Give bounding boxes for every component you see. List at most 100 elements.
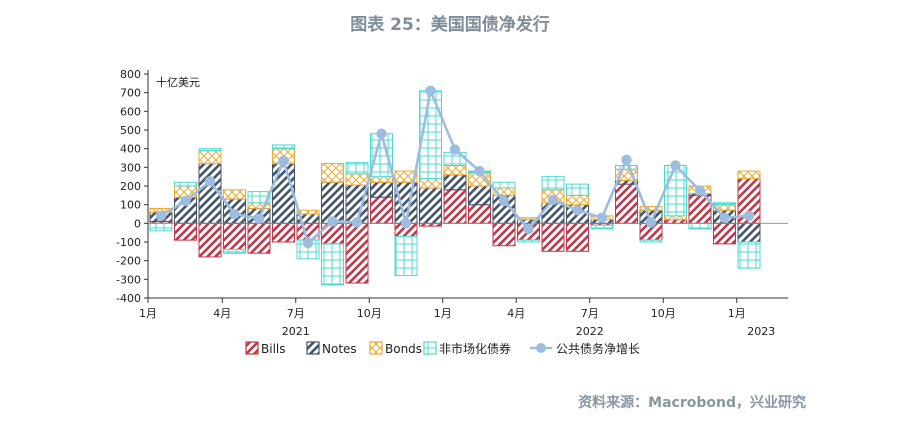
bar-segment (615, 183, 638, 224)
bar-segment (223, 222, 246, 250)
line-point (425, 85, 436, 97)
y-tick-label: 700 (120, 87, 141, 100)
y-tick-label: 100 (120, 199, 141, 212)
line-point (327, 216, 338, 227)
line-point (719, 212, 730, 223)
bar-segment (664, 219, 687, 224)
bar-segment (737, 170, 761, 180)
line-point (229, 208, 240, 220)
x-tick-label: 1月 (434, 307, 452, 320)
x-tick-label: 4月 (213, 307, 231, 320)
line-point (670, 160, 681, 171)
bar-segment (468, 204, 491, 224)
line-point (596, 212, 608, 223)
line-point (645, 217, 657, 228)
y-tick-label: 300 (120, 161, 141, 174)
bar-segment (370, 176, 393, 183)
y-tick-label: -100 (116, 236, 141, 249)
y-unit-label: 十亿美元 (156, 75, 200, 89)
bar-segment (247, 222, 271, 254)
bar-segment (174, 181, 197, 187)
bar-segment (541, 176, 565, 191)
bar-segment (566, 183, 589, 196)
bar-segment (272, 144, 295, 150)
legend-swatch (245, 341, 259, 355)
line-point (278, 155, 289, 166)
line-point (376, 128, 387, 139)
line-point (253, 213, 265, 224)
line-point (449, 144, 461, 155)
bar-segment (737, 241, 761, 269)
bar-segment (321, 163, 344, 183)
line-point (743, 210, 755, 222)
chart-svg: 800 700 600 500 400 300 200 100 0 -100 -200 -300 -40… (116, 68, 788, 356)
bar-segment (517, 217, 540, 221)
line-point (498, 195, 510, 207)
bar-segment (566, 222, 589, 252)
bar-segment (370, 133, 393, 178)
bar-segment (492, 181, 516, 189)
line-point (523, 223, 534, 235)
bar-segment (247, 191, 271, 204)
line-point (400, 218, 412, 229)
bar-segment (370, 181, 393, 198)
y-tick-label: 600 (120, 105, 141, 118)
line-point (621, 154, 632, 166)
legend-label: 非市场化债券 (439, 341, 511, 356)
bar-segment (223, 189, 246, 200)
bar-segment (713, 222, 736, 245)
y-tick-label: -400 (116, 292, 141, 305)
bar-segment (688, 222, 712, 230)
legend-label: Notes (322, 342, 357, 356)
bar-segment (541, 202, 565, 224)
line-point (180, 195, 191, 207)
x-year-label: 2021 (282, 325, 310, 338)
bar-segment (566, 194, 589, 206)
bar-segment (198, 150, 222, 165)
y-tick-label: 500 (120, 124, 141, 137)
bar-segment (223, 248, 246, 254)
legend-label: Bills (261, 342, 286, 356)
bar-segment (419, 178, 442, 189)
legend-swatch (423, 341, 437, 355)
line-point (694, 185, 706, 196)
bar-segment (541, 222, 565, 252)
bar-segment (370, 196, 393, 224)
line-point (155, 210, 167, 222)
y-tick-label: -300 (116, 273, 141, 286)
bar-segment (394, 235, 418, 277)
bar-segment (149, 222, 173, 232)
bar-segment (639, 239, 663, 243)
legend-label: 公共债务净增长 (556, 341, 640, 356)
bar-segment (664, 215, 687, 221)
bar-segment (517, 239, 540, 243)
bar-segment (296, 209, 320, 215)
x-tick-label: 10月 (651, 307, 676, 320)
bar-segment (174, 222, 197, 241)
y-tick-label: 200 (120, 180, 141, 193)
source-note: 资料来源：Macrobond，兴业研究 (578, 395, 806, 411)
line-point (572, 205, 583, 216)
bar-segment (443, 174, 467, 191)
bar-segment (272, 222, 295, 243)
line-point (204, 176, 216, 187)
bar-segment (443, 164, 467, 176)
y-tick-label: 0 (134, 217, 141, 230)
bar-segment (198, 148, 222, 152)
bar-segment (394, 170, 418, 183)
bar-segment (345, 222, 369, 284)
bar-segment (737, 222, 761, 243)
x-tick-label: 1月 (728, 307, 746, 320)
bar-segment (492, 222, 516, 247)
bar-segment (468, 185, 491, 206)
x-year-label: 2023 (747, 325, 775, 338)
y-tick-label: 400 (120, 143, 141, 156)
legend-swatch (306, 341, 320, 355)
bar-segment (639, 206, 663, 211)
bar-segment (713, 202, 736, 206)
line-point (547, 194, 559, 206)
x-tick-label: 7月 (287, 307, 305, 320)
chart-title: 图表 25：美国国债净发行 (350, 15, 550, 35)
bar-segment (345, 173, 369, 186)
bar-segment (419, 187, 442, 224)
